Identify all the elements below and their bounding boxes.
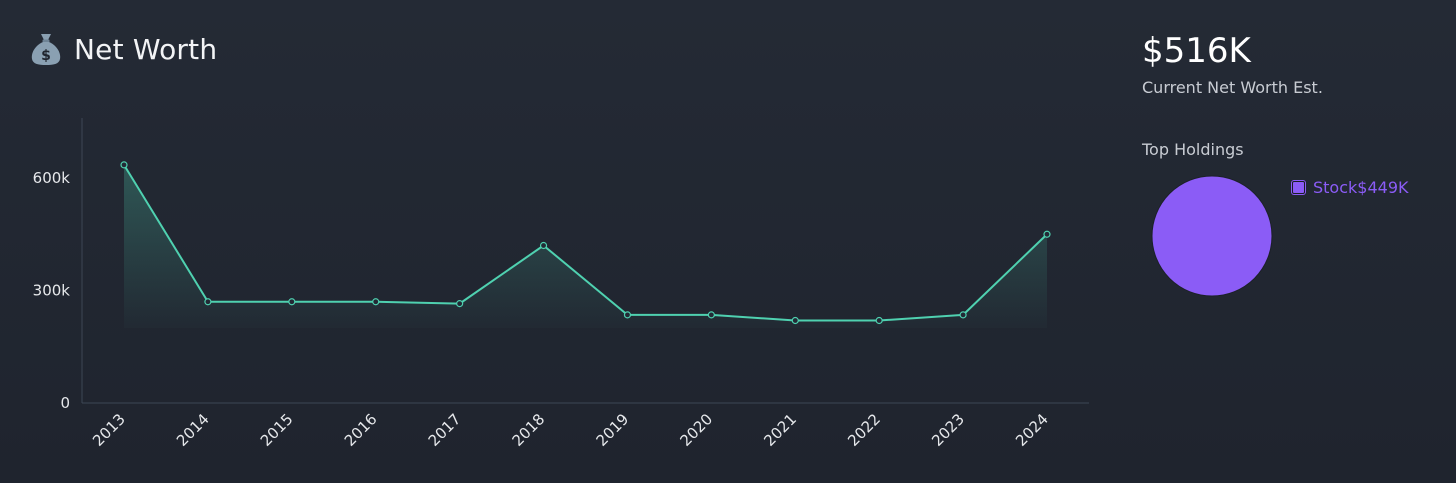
x-tick-label: 2021: [760, 410, 800, 450]
x-tick-label: 2022: [844, 410, 884, 450]
x-tick-label: 2020: [676, 410, 716, 450]
data-points: [120, 161, 1051, 325]
x-tick-label: 2018: [509, 410, 549, 450]
legend-item-stock[interactable]: Stock$449K: [1292, 178, 1409, 197]
data-point-2024[interactable]: [1043, 230, 1051, 238]
data-point-2016[interactable]: [372, 298, 380, 306]
x-tick-label: 2017: [425, 410, 465, 450]
x-tick-label: 2016: [341, 410, 381, 450]
y-tick-labels: 0 300k 600k: [33, 169, 71, 412]
data-point-2015[interactable]: [288, 298, 296, 306]
x-tick-label: 2014: [173, 410, 213, 450]
net-worth-caption: Current Net Worth Est.: [1142, 78, 1323, 97]
net-worth-value: $516K: [1142, 31, 1251, 71]
chart-title: Net Worth: [74, 32, 218, 66]
money-bag-icon: $: [31, 34, 61, 65]
data-point-2021[interactable]: [791, 316, 799, 325]
data-point-2014[interactable]: [204, 298, 212, 306]
svg-text:$: $: [41, 48, 51, 64]
legend-label: Stock: [1313, 178, 1358, 197]
holdings-pie[interactable]: [1150, 174, 1274, 302]
legend-swatch: [1292, 181, 1305, 194]
data-point-2023[interactable]: [959, 311, 967, 319]
x-tick-label: 2015: [257, 410, 297, 450]
data-point-2019[interactable]: [623, 311, 632, 319]
series-line: [123, 164, 1048, 322]
series-area: [124, 164, 1047, 328]
data-point-2020[interactable]: [707, 311, 715, 319]
data-point-2022[interactable]: [875, 316, 883, 325]
y-tick-label: 600k: [33, 169, 71, 187]
summary-panel: $516K Current Net Worth Est. Top Holding…: [1142, 30, 1442, 297]
data-point-2018[interactable]: [539, 241, 548, 250]
pie-slice-stock[interactable]: [1151, 175, 1273, 297]
data-point-2013[interactable]: [120, 161, 128, 169]
data-point-2017[interactable]: [456, 300, 464, 308]
legend-value: $449K: [1357, 178, 1409, 197]
chart-header: $ Net Worth: [30, 32, 217, 66]
x-tick-labels: 2013 2014 2015 2016 2017 2018 2019 2020 2021 2022…: [89, 410, 1052, 450]
y-tick-label: 300k: [33, 282, 71, 300]
x-tick-label: 2013: [89, 410, 129, 450]
x-tick-label: 2023: [928, 410, 968, 450]
holdings-title: Top Holdings: [1142, 140, 1244, 159]
x-tick-label: 2024: [1012, 410, 1052, 450]
x-tick-label: 2019: [593, 410, 633, 450]
y-tick-label: 0: [60, 394, 70, 412]
